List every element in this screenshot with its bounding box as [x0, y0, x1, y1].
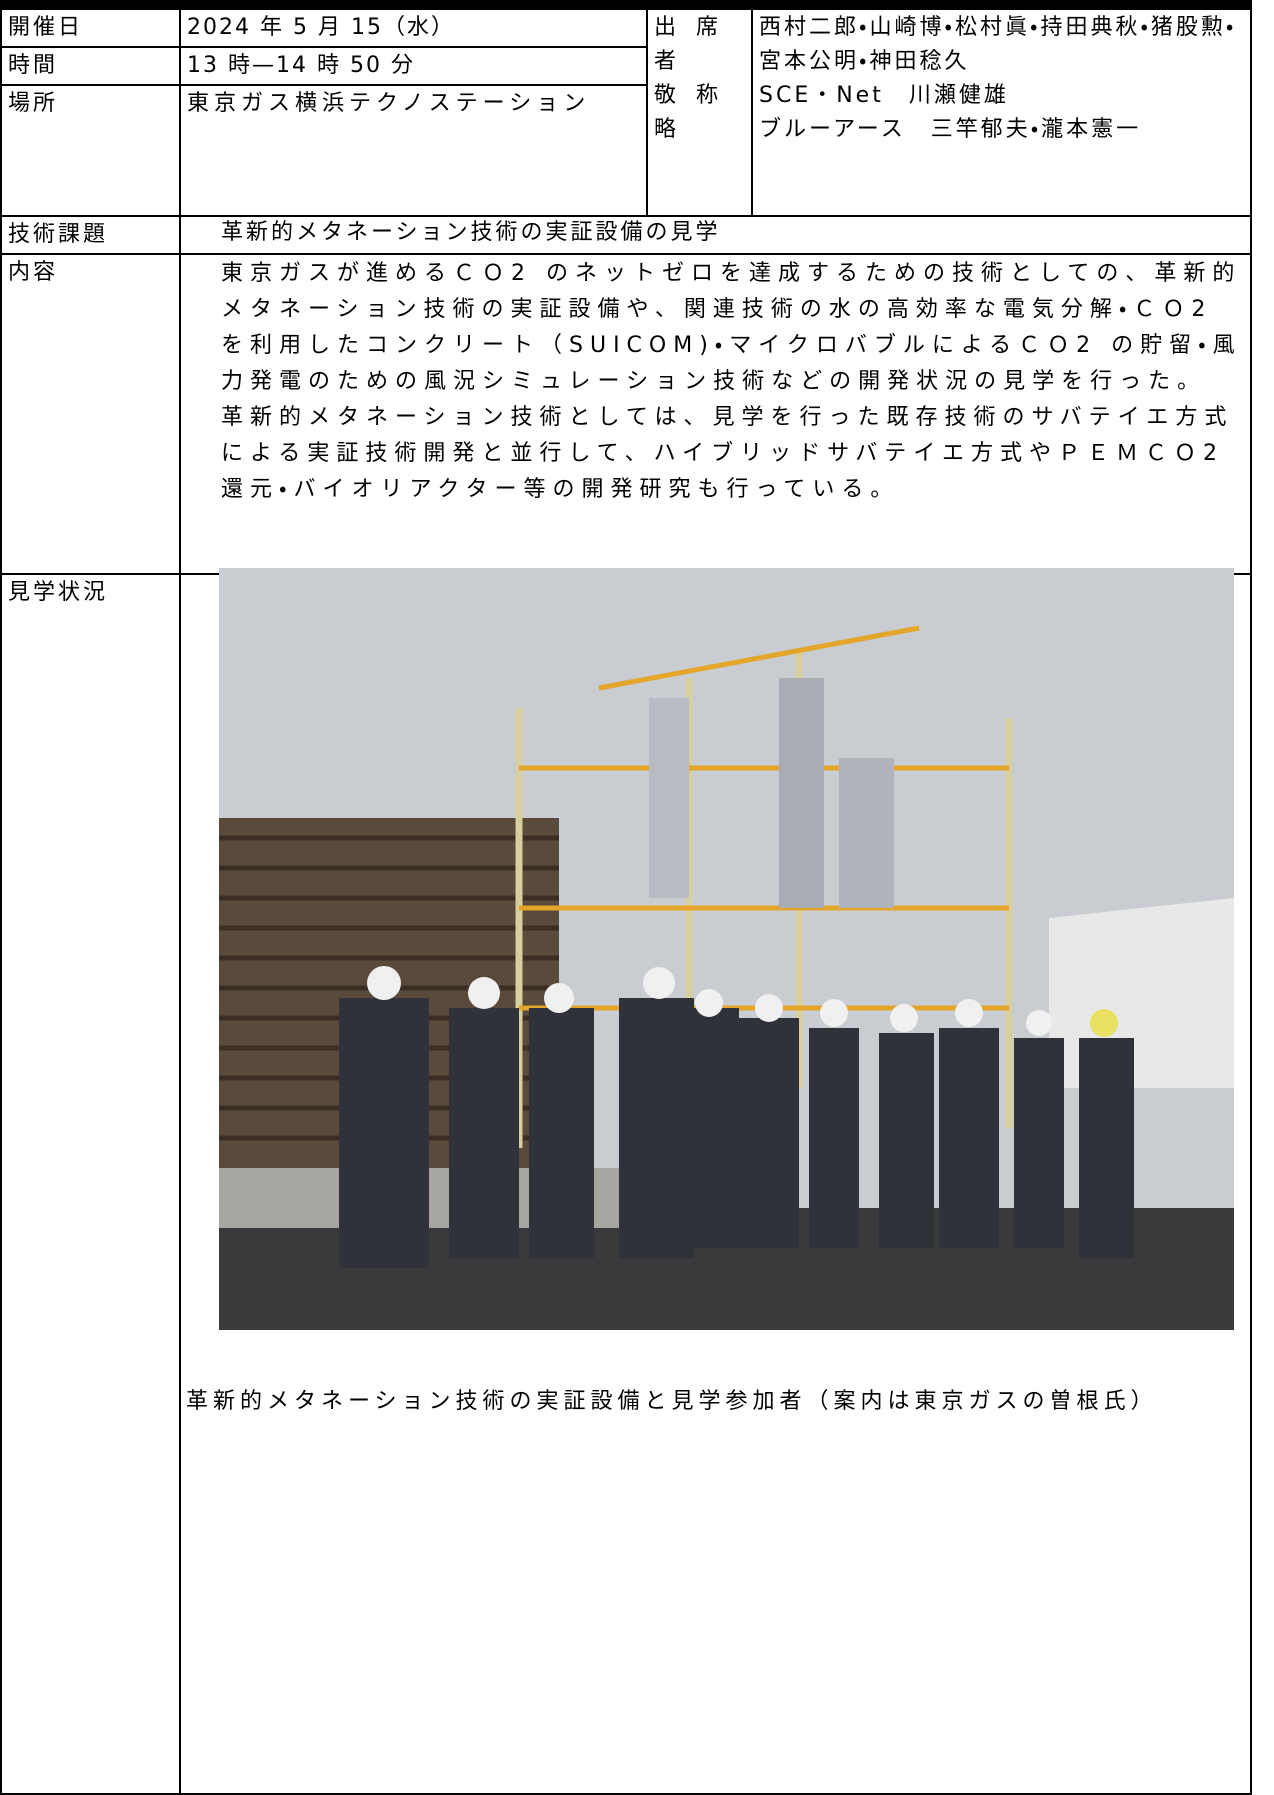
- label-line: 敬称略: [654, 83, 739, 142]
- time-label: 時間: [0, 46, 181, 86]
- attendees: 西村二郎・山崎博・松村眞・持田典秋・猪股勲・宮本公明・神田稔久 SCE・Net 川…: [751, 4, 1252, 217]
- attendee-line: ブルーアース 三竿郁夫・瀧本憲一: [759, 117, 1142, 142]
- content: 東京ガスが進めるＣＯ2 のネットゼロを達成するための技術としての、革新的メタネー…: [179, 253, 1252, 575]
- attendee-line: 西村二郎・山崎博・松村眞・持田典秋・猪股勲・宮本公明・神田稔久: [759, 15, 1237, 74]
- paragraph: 東京ガスが進めるＣＯ2 のネットゼロを達成するための技術としての、革新的メタネー…: [221, 261, 1242, 394]
- content-label: 内容: [0, 253, 181, 575]
- topic-label: 技術課題: [0, 215, 181, 255]
- label-line: 出席者: [654, 15, 739, 74]
- tour-label: 見学状況: [0, 573, 181, 1795]
- place-label: 場所: [0, 84, 181, 217]
- attendees-label: 出席者 敬称略: [646, 4, 753, 217]
- paragraph: 革新的メタネーション技術としては、見学を行った既存技術のサバテイエ方式による実証…: [221, 405, 1234, 502]
- date: 2024 年 5 月 15（水）: [179, 4, 648, 48]
- date-label: 開催日: [0, 4, 181, 48]
- place: 東京ガス横浜テクノステーション: [179, 84, 648, 217]
- attendee-line: SCE・Net 川瀬健雄: [759, 83, 1009, 108]
- time: 13 時—14 時 50 分: [179, 46, 648, 86]
- topic: 革新的メタネーション技術の実証設備の見学: [179, 215, 1252, 255]
- photo: [219, 568, 1234, 1330]
- photo-caption: 革新的メタネーション技術の実証設備と見学参加者（案内は東京ガスの曽根氏）: [186, 1389, 1158, 1414]
